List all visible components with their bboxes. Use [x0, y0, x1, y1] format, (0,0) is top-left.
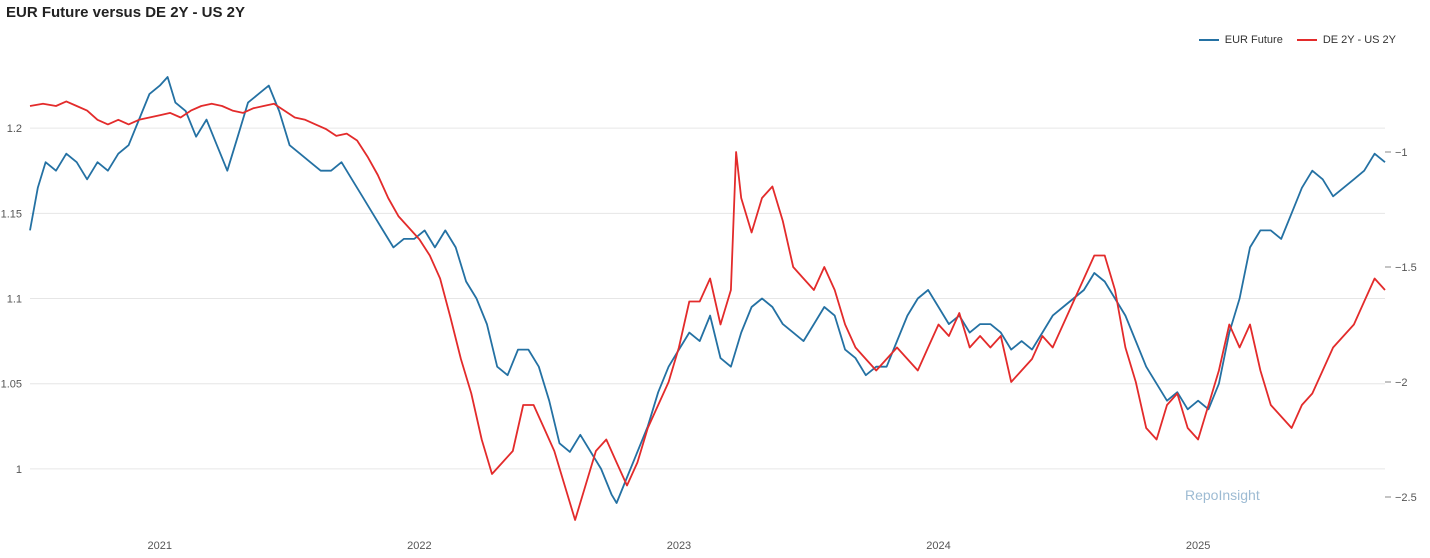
right-tick-label: −1.5: [1395, 262, 1417, 274]
x-tick-label: 2025: [1186, 540, 1210, 552]
watermark: RepoInsight: [1185, 487, 1260, 503]
left-y-axis: 1 1.05 1.1 1.15 1.2: [1, 123, 22, 476]
x-tick-label: 2024: [926, 540, 950, 552]
left-tick-label: 1.1: [7, 294, 22, 306]
x-axis: 2021 2022 2023 2024 2025: [148, 540, 1211, 552]
gridlines: [30, 127, 1385, 470]
legend-item-eur-future[interactable]: EUR Future: [1198, 34, 1283, 46]
legend-swatch-de-us-spread: [1296, 39, 1317, 41]
eur-future-line: [29, 76, 1386, 504]
legend-label-eur-future: EUR Future: [1224, 34, 1283, 46]
right-tick-label: −1: [1395, 147, 1408, 159]
right-tick-label: −2.5: [1395, 492, 1417, 504]
chart-title: EUR Future versus DE 2Y - US 2Y: [6, 4, 245, 21]
right-tick-label: −2: [1395, 377, 1408, 389]
series-lines: [29, 76, 1386, 521]
legend-label-de-us-spread: DE 2Y - US 2Y: [1322, 34, 1396, 46]
legend: EUR Future DE 2Y - US 2Y: [1198, 34, 1396, 46]
legend-item-de-us-spread[interactable]: DE 2Y - US 2Y: [1296, 34, 1396, 46]
x-tick-label: 2022: [407, 540, 431, 552]
x-tick-label: 2021: [148, 540, 172, 552]
left-tick-label: 1.15: [1, 208, 22, 220]
left-tick-label: 1: [16, 464, 22, 476]
x-tick-label: 2023: [667, 540, 691, 552]
left-tick-label: 1.2: [7, 123, 22, 135]
left-tick-label: 1.05: [1, 379, 22, 391]
right-y-axis: −2.5 −2 −1.5 −1: [1385, 147, 1417, 504]
legend-swatch-eur-future: [1198, 39, 1219, 41]
de-us-spread-line: [29, 100, 1386, 521]
